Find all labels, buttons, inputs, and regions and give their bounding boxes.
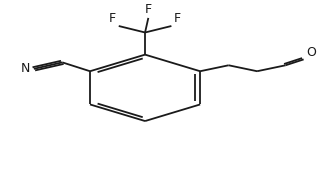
Text: N: N — [21, 62, 30, 75]
Text: F: F — [145, 3, 152, 16]
Text: F: F — [109, 12, 116, 25]
Text: O: O — [306, 45, 316, 58]
Text: F: F — [174, 12, 181, 25]
